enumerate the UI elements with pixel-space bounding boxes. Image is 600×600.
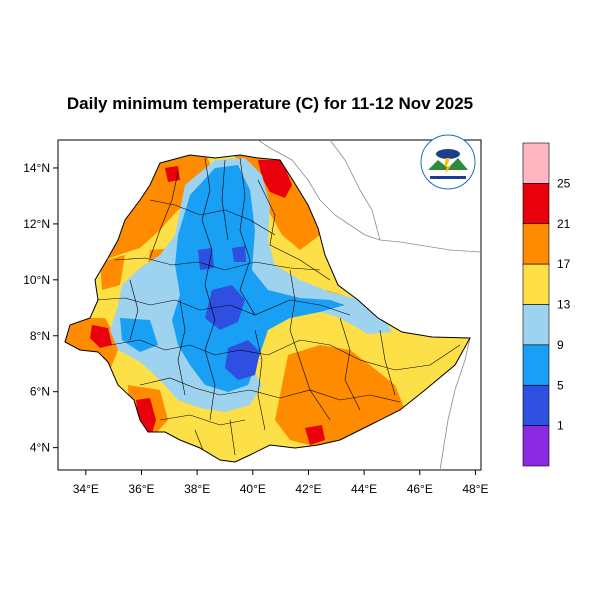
colorbar-swatch [522, 223, 550, 265]
colorbar: 1 5 9 13 17 21 25 [522, 142, 571, 467]
map-title: Daily minimum temperature (C) for 11-12 … [66, 94, 474, 113]
colorbar-label: 5 [557, 378, 564, 392]
x-tick-label: 34°E [73, 482, 99, 496]
x-tick-label: 38°E [184, 482, 210, 496]
x-axis: 34°E 36°E 38°E 40°E 42°E 44°E 46°E 48°E [73, 470, 489, 496]
y-tick-label: 6°N [30, 385, 50, 399]
colorbar-label: 17 [557, 257, 571, 271]
colorbar-swatch [522, 183, 550, 225]
x-tick-label: 40°E [240, 482, 266, 496]
colorbar-swatch [522, 425, 550, 467]
x-tick-label: 42°E [295, 482, 321, 496]
y-tick-label: 4°N [30, 441, 50, 455]
colorbar-swatch [522, 304, 550, 346]
y-tick-label: 8°N [30, 329, 50, 343]
y-tick-label: 12°N [23, 217, 50, 231]
x-tick-label: 36°E [128, 482, 154, 496]
x-tick-label: 46°E [407, 482, 433, 496]
colorbar-label: 9 [557, 338, 564, 352]
colorbar-label: 21 [557, 217, 571, 231]
x-tick-label: 44°E [351, 482, 377, 496]
agency-logo [420, 134, 476, 190]
x-tick-label: 48°E [462, 482, 488, 496]
colorbar-label: 13 [557, 298, 571, 312]
neighbor-boundaries [257, 140, 481, 470]
colorbar-label: 1 [557, 419, 564, 433]
colorbar-swatch [522, 263, 550, 305]
colorbar-swatch [522, 384, 550, 426]
y-axis: 4°N 6°N 8°N 10°N 12°N 14°N [23, 161, 58, 455]
colorbar-swatch [522, 142, 550, 184]
colorbar-label: 25 [557, 176, 571, 190]
country-border [64, 154, 471, 463]
admin-boundaries [94, 157, 461, 456]
y-tick-label: 10°N [23, 273, 50, 287]
y-tick-label: 14°N [23, 161, 50, 175]
colorbar-swatch [522, 344, 550, 386]
